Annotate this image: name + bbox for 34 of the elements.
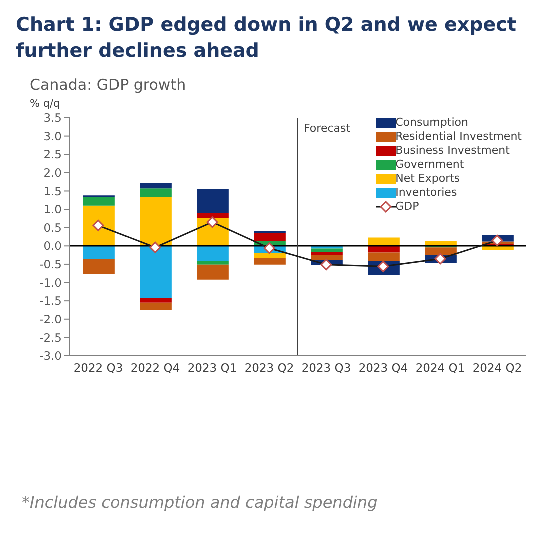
y-axis-title: % q/q	[29, 97, 62, 112]
y-tick-label: -0.5	[40, 258, 62, 272]
y-tick-label: 3.5	[44, 111, 62, 126]
legend-label: Net Exports	[396, 172, 460, 186]
x-tick-label: 2023 Q2	[244, 361, 294, 376]
x-tick-label: 2024 Q2	[472, 361, 522, 376]
y-tick-label: 0.0	[44, 239, 62, 254]
y-tick-label: 2.0	[44, 166, 62, 180]
y-tick-label: -3.0	[40, 349, 62, 364]
x-tick-label: 2022 Q3	[74, 361, 124, 376]
y-tick-label: -1.0	[40, 276, 62, 290]
y-tick-label: 1.5	[44, 184, 62, 198]
chart-subtitle: Canada: GDP growth	[29, 75, 188, 96]
text: *Includes consumption and capital spending	[22, 492, 379, 514]
y-tick-label: -1.5	[40, 294, 62, 308]
x-tick-label: 2024 Q1	[416, 361, 466, 376]
legend-label: Government	[396, 158, 464, 172]
x-tick-label: 2023 Q3	[302, 361, 352, 376]
chart-title: Chart 1: GDP edged down in Q2 and we expect further declines ahead	[15, 13, 518, 64]
legend-label: Business Investment	[396, 144, 510, 158]
legend-label: Inventories	[396, 186, 458, 200]
y-tick-label: -2.0	[40, 312, 62, 326]
x-tick-label: 2022 Q4	[130, 361, 180, 376]
y-tick-label: 2.5	[44, 148, 62, 162]
legend-label: Consumption	[396, 116, 468, 130]
legend-label: Residential Investment	[396, 130, 522, 144]
y-tick-label: 3.0	[44, 129, 62, 144]
ref-line-label: Forecast	[304, 122, 352, 135]
y-tick-label: -2.5	[40, 330, 62, 345]
y-tick-label: 0.5	[44, 220, 62, 235]
x-tick-label: 2023 Q4	[358, 361, 408, 376]
x-tick-label: 2023 Q1	[188, 361, 238, 376]
y-tick-label: 1.0	[44, 202, 62, 217]
legend-label: GDP	[396, 200, 420, 214]
